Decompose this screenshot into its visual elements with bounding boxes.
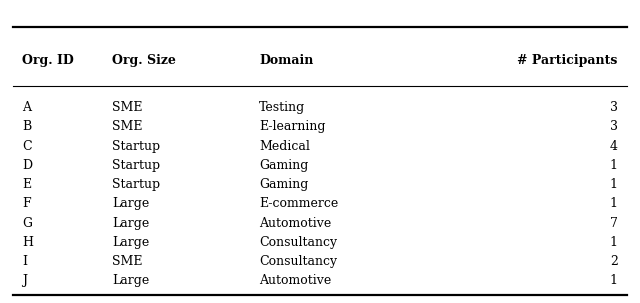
- Text: # Participants: # Participants: [517, 54, 618, 67]
- Text: 1: 1: [610, 178, 618, 191]
- Text: A: A: [22, 101, 31, 114]
- Text: J: J: [22, 274, 28, 287]
- Text: Startup: Startup: [112, 140, 160, 152]
- Text: E-commerce: E-commerce: [259, 197, 339, 210]
- Text: Automotive: Automotive: [259, 217, 332, 229]
- Text: Medical: Medical: [259, 140, 310, 152]
- Text: 3: 3: [610, 101, 618, 114]
- Text: Large: Large: [112, 236, 149, 249]
- Text: F: F: [22, 197, 31, 210]
- Text: E-learning: E-learning: [259, 120, 326, 133]
- Text: Large: Large: [112, 217, 149, 229]
- Text: 1: 1: [610, 159, 618, 172]
- Text: Automotive: Automotive: [259, 274, 332, 287]
- Text: SME: SME: [112, 101, 143, 114]
- Text: 1: 1: [610, 274, 618, 287]
- Text: Gaming: Gaming: [259, 178, 308, 191]
- Text: Startup: Startup: [112, 178, 160, 191]
- Text: Org. Size: Org. Size: [112, 54, 176, 67]
- Text: 1: 1: [610, 236, 618, 249]
- Text: B: B: [22, 120, 31, 133]
- Text: Consultancy: Consultancy: [259, 236, 337, 249]
- Text: 2: 2: [610, 255, 618, 268]
- Text: Consultancy: Consultancy: [259, 255, 337, 268]
- Text: E: E: [22, 178, 31, 191]
- Text: Large: Large: [112, 197, 149, 210]
- Text: D: D: [22, 159, 33, 172]
- Text: C: C: [22, 140, 32, 152]
- Text: Domain: Domain: [259, 54, 314, 67]
- Text: Gaming: Gaming: [259, 159, 308, 172]
- Text: Testing: Testing: [259, 101, 305, 114]
- Text: SME: SME: [112, 120, 143, 133]
- Text: G: G: [22, 217, 33, 229]
- Text: 3: 3: [610, 120, 618, 133]
- Text: H: H: [22, 236, 33, 249]
- Text: 7: 7: [610, 217, 618, 229]
- Text: I: I: [22, 255, 28, 268]
- Text: Org. ID: Org. ID: [22, 54, 74, 67]
- Text: 4: 4: [610, 140, 618, 152]
- Text: 1: 1: [610, 197, 618, 210]
- Text: SME: SME: [112, 255, 143, 268]
- Text: Large: Large: [112, 274, 149, 287]
- Text: Startup: Startup: [112, 159, 160, 172]
